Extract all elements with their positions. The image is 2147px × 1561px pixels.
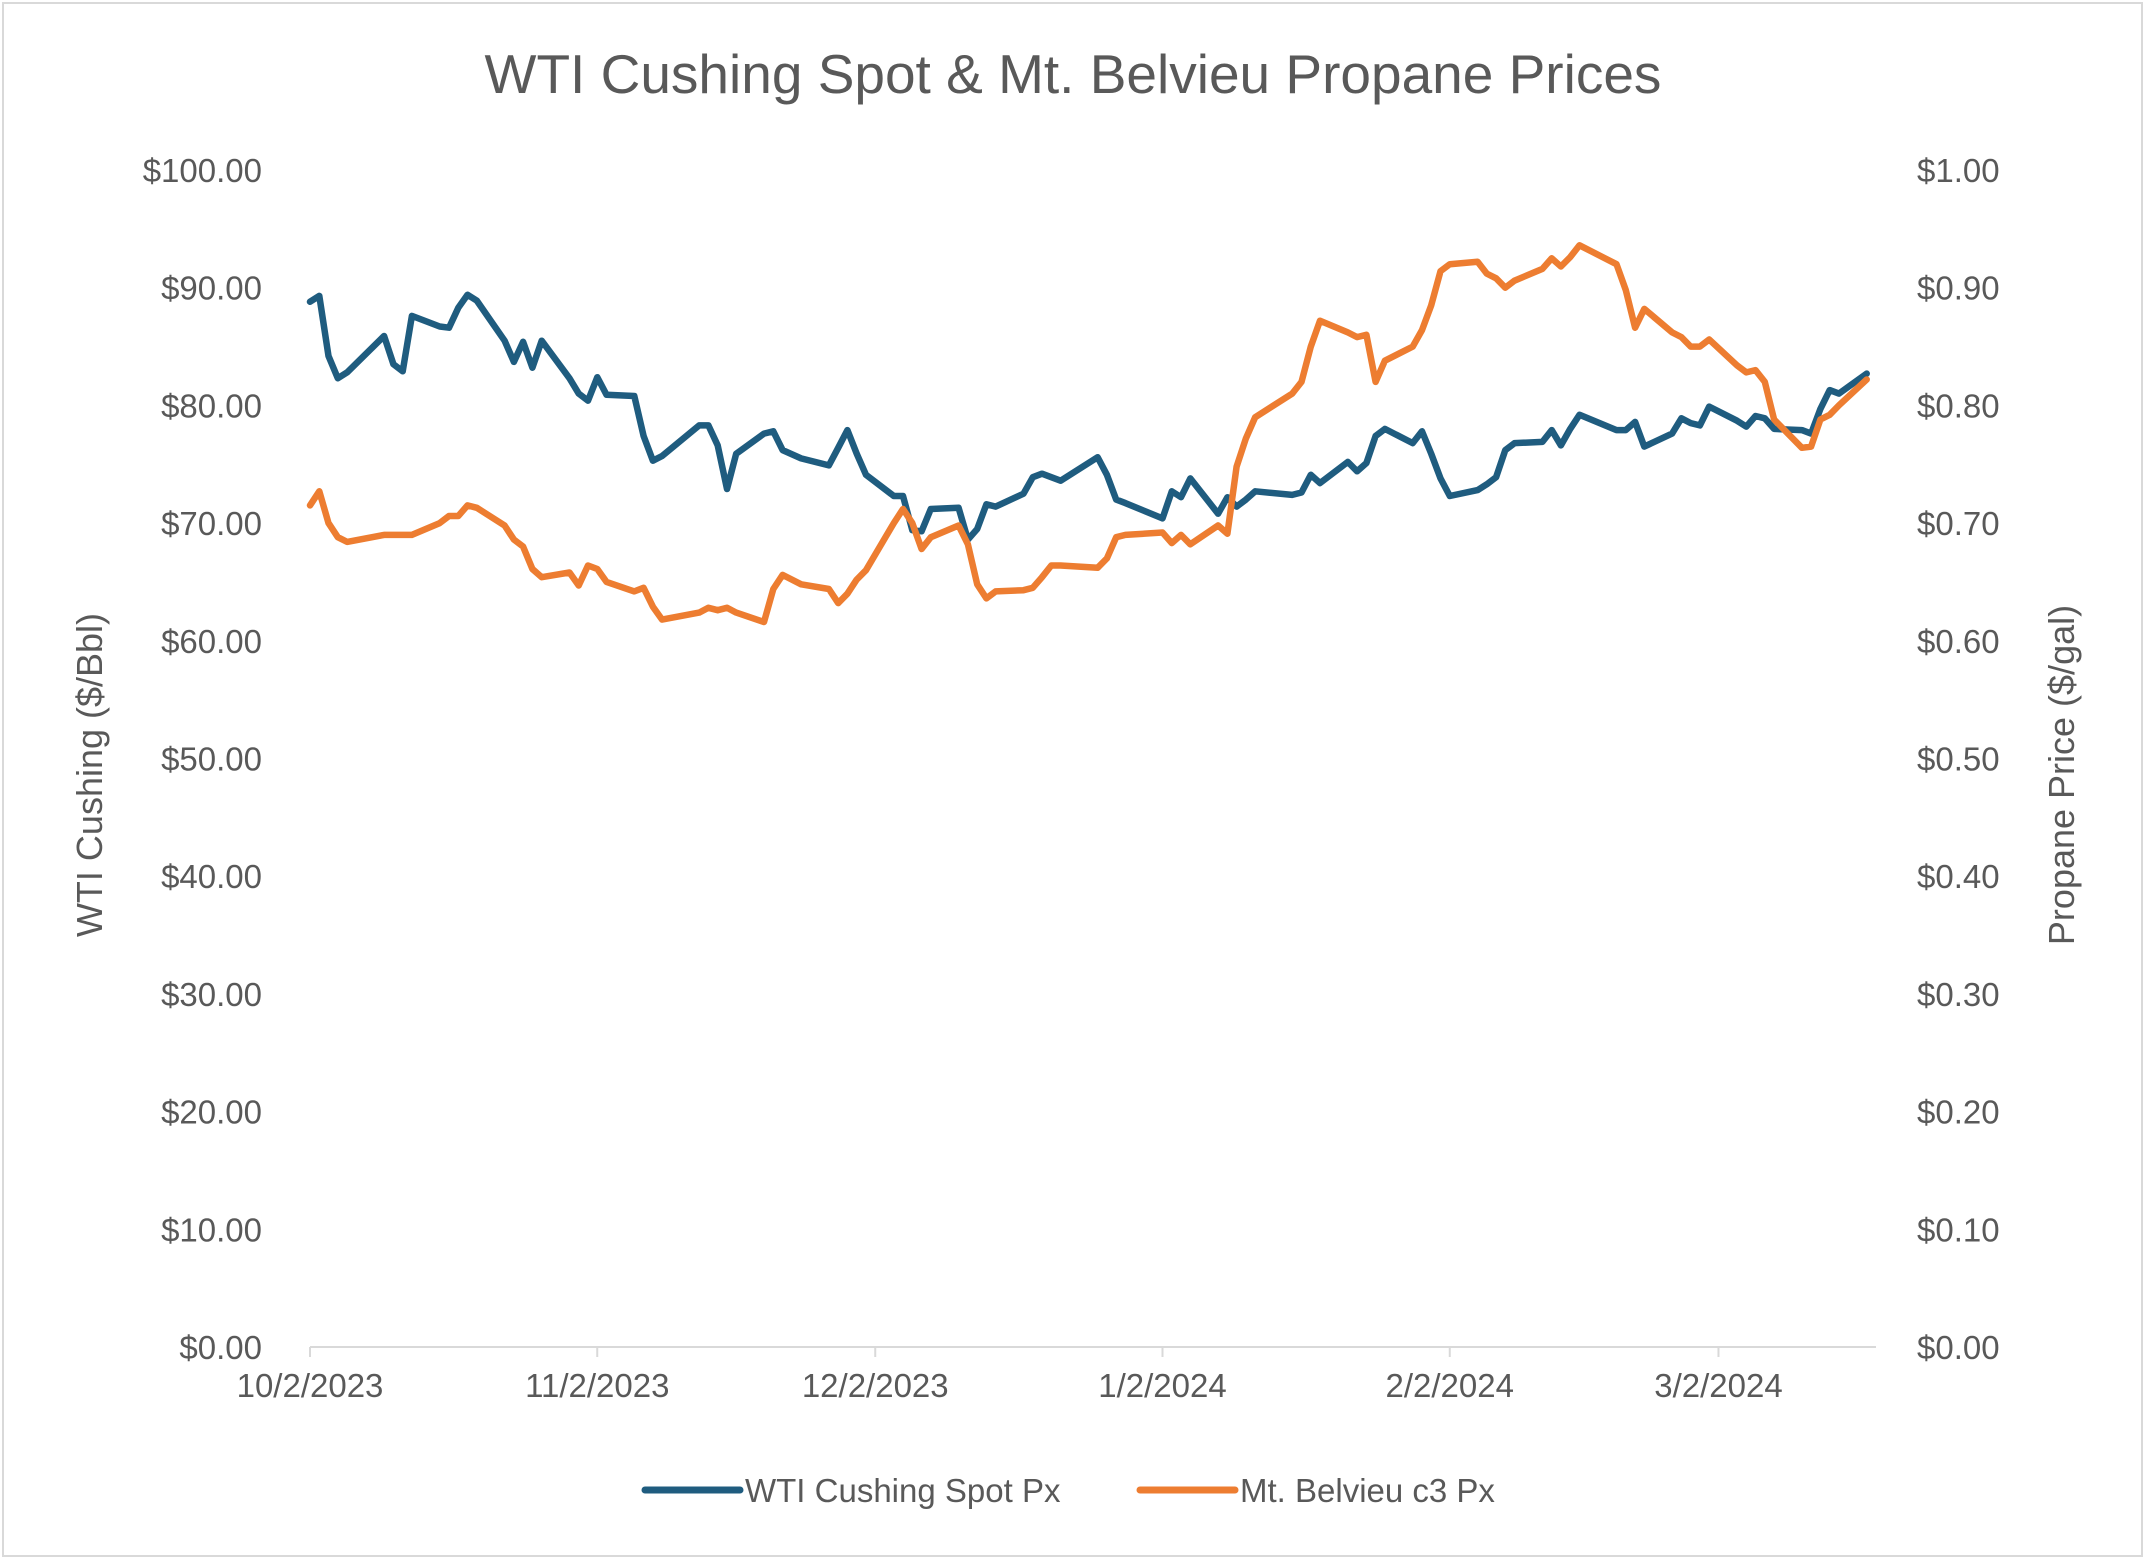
y-left-tick-label: $50.00	[161, 741, 262, 778]
y-left-tick-label: $70.00	[161, 505, 262, 542]
x-tick-label: 11/2/2023	[525, 1367, 669, 1404]
legend: WTI Cushing Spot Px Mt. Belvieu c3 Px	[641, 1472, 1495, 1509]
y-right-tick-label: $0.40	[1917, 858, 2000, 895]
legend-label: WTI Cushing Spot Px	[745, 1472, 1061, 1509]
y-left-tick-label: $40.00	[161, 858, 262, 895]
x-tick-label: 10/2/2023	[237, 1367, 384, 1404]
y-left-tick-label: $90.00	[161, 270, 262, 307]
y-right-tick-label: $0.60	[1917, 623, 2000, 660]
y-left-tick-label: $30.00	[161, 976, 262, 1013]
y-left-tick-label: $60.00	[161, 623, 262, 660]
y-right-tick-label: $0.70	[1917, 505, 2000, 542]
y-right-tick-label: $0.90	[1917, 270, 2000, 307]
series-layer	[306, 242, 1870, 626]
legend-label: Mt. Belvieu c3 Px	[1240, 1472, 1495, 1509]
y-axis-left-ticks: $0.00 $10.00 $20.00 $30.00 $40.00 $50.00 $60.0…	[143, 152, 262, 1366]
y-left-tick-label: $80.00	[161, 387, 262, 424]
y-axis-right-ticks: $0.00 $0.10 $0.20 $0.30 $0.40 $0.50 $0.60 $0.70…	[1917, 152, 2000, 1366]
x-tick-label: 3/2/2024	[1654, 1367, 1782, 1404]
y-right-tick-label: $0.80	[1917, 387, 2000, 424]
y-left-tick-label: $20.00	[161, 1094, 262, 1131]
x-axis-ticks: 10/2/2023 11/2/2023 12/2/2023 1/2/2024 2/2/2…	[237, 1347, 1783, 1404]
y-right-tick-label: $0.20	[1917, 1094, 2000, 1131]
chart-title: WTI Cushing Spot & Mt. Belvieu Propane P…	[485, 43, 1662, 105]
series-line-mt-belvieu-c3	[306, 242, 1870, 626]
y-right-tick-label: $0.30	[1917, 976, 2000, 1013]
y-right-tick-label: $0.00	[1917, 1329, 2000, 1366]
y-axis-left-title: WTI Cushing ($/Bbl)	[69, 613, 110, 937]
y-right-tick-label: $0.10	[1917, 1211, 2000, 1248]
y-left-tick-label: $0.00	[179, 1329, 262, 1366]
x-tick-label: 2/2/2024	[1386, 1367, 1514, 1404]
y-right-tick-label: $1.00	[1917, 152, 2000, 189]
y-left-tick-label: $100.00	[143, 152, 262, 189]
x-tick-label: 12/2/2023	[802, 1367, 949, 1404]
y-left-tick-label: $10.00	[161, 1211, 262, 1248]
x-tick-label: 1/2/2024	[1098, 1367, 1226, 1404]
series-line-wti-cushing	[306, 291, 1870, 543]
y-right-tick-label: $0.50	[1917, 741, 2000, 778]
y-axis-right-title: Propane Price ($/gal)	[2041, 605, 2082, 945]
